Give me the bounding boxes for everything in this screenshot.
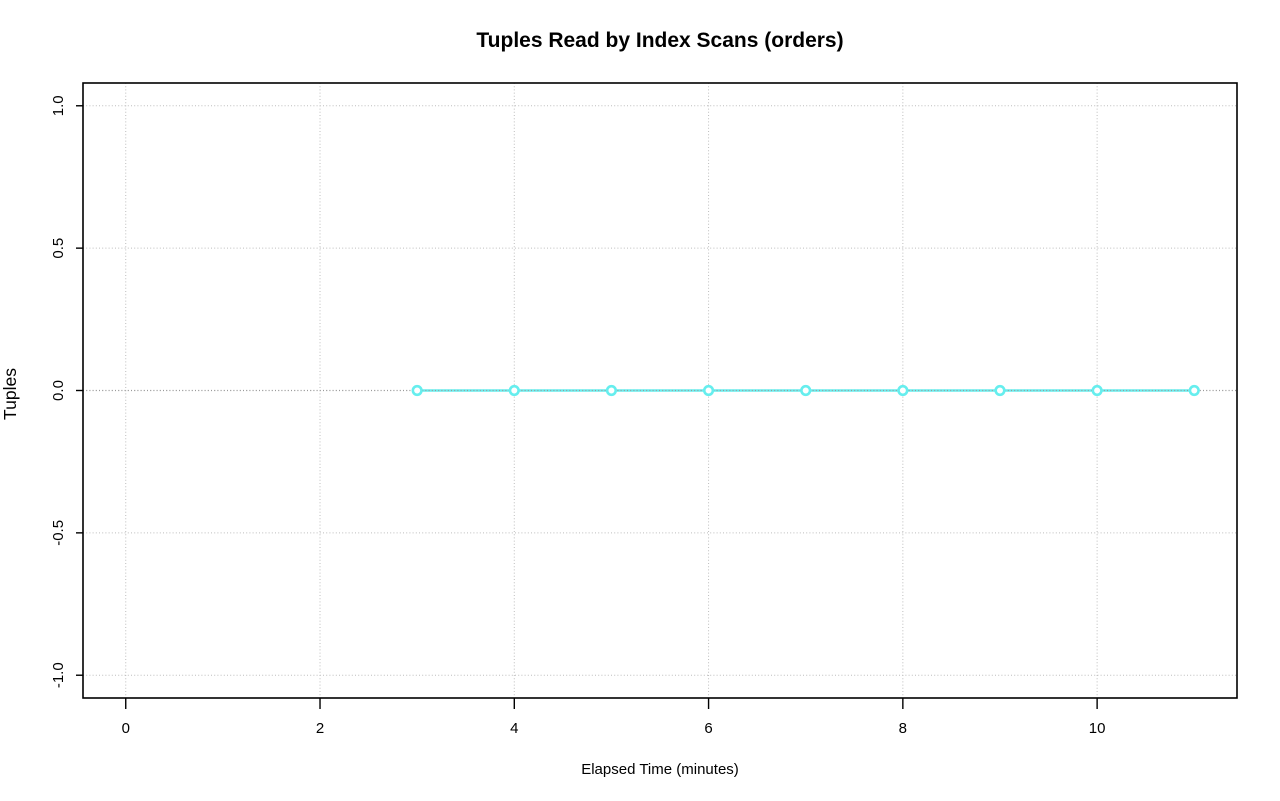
svg-text:0: 0 — [122, 720, 130, 737]
svg-text:Elapsed Time (minutes): Elapsed Time (minutes) — [581, 761, 739, 778]
svg-text:10: 10 — [1089, 720, 1106, 737]
svg-text:0.0: 0.0 — [50, 380, 67, 401]
svg-text:-0.5: -0.5 — [50, 520, 67, 546]
svg-text:Tuples: Tuples — [0, 368, 20, 420]
svg-text:1.0: 1.0 — [50, 95, 67, 116]
svg-text:0.5: 0.5 — [50, 238, 67, 259]
svg-text:4: 4 — [510, 720, 518, 737]
svg-text:8: 8 — [899, 720, 907, 737]
svg-text:6: 6 — [704, 720, 712, 737]
svg-text:-1.0: -1.0 — [50, 662, 67, 688]
svg-text:2: 2 — [316, 720, 324, 737]
